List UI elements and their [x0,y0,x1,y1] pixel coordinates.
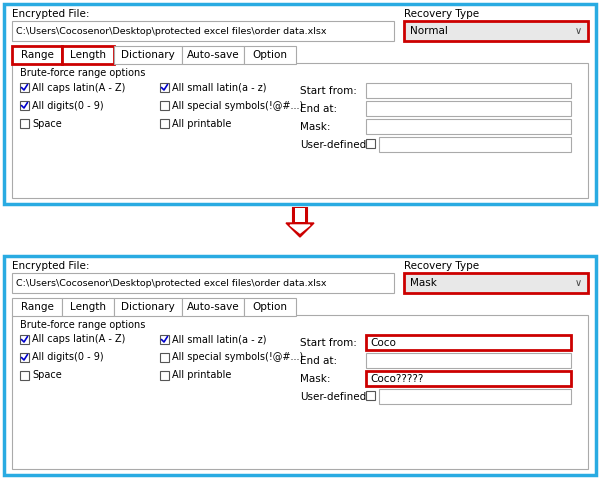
Bar [62,298,114,316]
Bar [160,101,169,110]
Bar [182,46,244,64]
Text: Encrypted File:: Encrypted File: [12,9,89,19]
Bar [4,256,596,475]
Bar [366,391,375,400]
Bar [404,273,588,293]
Text: Brute-force range options: Brute-force range options [20,320,145,330]
Bar [12,46,62,64]
Bar [20,371,29,380]
Bar [12,298,62,316]
Text: Space: Space [32,370,62,380]
Bar [366,371,571,386]
Bar [20,353,29,362]
Text: End at:: End at: [300,103,337,114]
Bar [160,353,169,362]
Text: Dictionary: Dictionary [121,302,175,312]
Bar [12,315,588,469]
Polygon shape [290,225,310,233]
Bar [160,335,169,344]
Text: C:\Users\Cocosenor\Desktop\protected excel files\order data.xlsx: C:\Users\Cocosenor\Desktop\protected exc… [16,26,326,35]
Bar [20,101,29,110]
Text: Coco: Coco [370,338,396,347]
Bar [182,298,244,316]
Bar [62,46,114,64]
Text: Range: Range [20,50,53,60]
Text: All printable: All printable [172,118,232,128]
Text: Dictionary: Dictionary [121,50,175,60]
Bar [4,4,596,204]
Text: ∨: ∨ [574,26,581,36]
Bar [244,298,296,316]
Text: All special symbols(!@#...): All special symbols(!@#...) [172,101,303,111]
Text: Encrypted File:: Encrypted File: [12,261,89,271]
Text: User-defined: User-defined [300,139,366,149]
Text: All small latin(a - z): All small latin(a - z) [172,82,266,92]
Text: Range: Range [20,302,53,312]
Text: Mask:: Mask: [300,122,331,132]
Text: Recovery Type: Recovery Type [404,261,479,271]
Bar [293,208,307,223]
Bar [244,46,296,64]
Text: Option: Option [253,302,287,312]
Bar [295,208,305,222]
Text: All digits(0 - 9): All digits(0 - 9) [32,353,104,363]
Text: End at:: End at: [300,355,337,365]
Bar [366,83,571,98]
Text: Normal: Normal [410,26,448,36]
Bar [366,335,571,350]
Bar [379,137,571,152]
Text: All digits(0 - 9): All digits(0 - 9) [32,101,104,111]
Text: All special symbols(!@#...): All special symbols(!@#...) [172,353,303,363]
Bar [366,119,571,134]
Bar [12,21,394,41]
Text: Recovery Type: Recovery Type [404,9,479,19]
Bar [114,46,182,64]
Polygon shape [286,223,314,237]
Bar [366,353,571,368]
Bar [12,273,394,293]
Text: All caps latin(A - Z): All caps latin(A - Z) [32,82,125,92]
Bar [160,119,169,128]
Text: Option: Option [253,50,287,60]
Bar [404,21,588,41]
Bar [366,139,375,148]
Text: Auto-save: Auto-save [187,302,239,312]
Text: All small latin(a - z): All small latin(a - z) [172,334,266,344]
Text: Length: Length [70,50,106,60]
Text: Mask:: Mask: [300,374,331,384]
Text: Mask: Mask [410,278,436,288]
Text: Coco?????: Coco????? [370,374,424,384]
Text: Auto-save: Auto-save [187,50,239,60]
Bar [114,298,182,316]
Text: ∨: ∨ [574,278,581,288]
Bar [20,119,29,128]
Text: C:\Users\Cocosenor\Desktop\protected excel files\order data.xlsx: C:\Users\Cocosenor\Desktop\protected exc… [16,278,326,287]
Bar [20,83,29,92]
Bar [12,63,588,198]
Text: Length: Length [70,302,106,312]
Bar [160,83,169,92]
Bar [20,335,29,344]
Text: Start from:: Start from: [300,338,357,347]
Text: User-defined: User-defined [300,391,366,401]
Bar [160,371,169,380]
Bar [379,389,571,404]
Text: All caps latin(A - Z): All caps latin(A - Z) [32,334,125,344]
Bar [366,101,571,116]
Text: Brute-force range options: Brute-force range options [20,68,145,78]
Text: Start from:: Start from: [300,85,357,95]
Text: Space: Space [32,118,62,128]
Text: All printable: All printable [172,370,232,380]
